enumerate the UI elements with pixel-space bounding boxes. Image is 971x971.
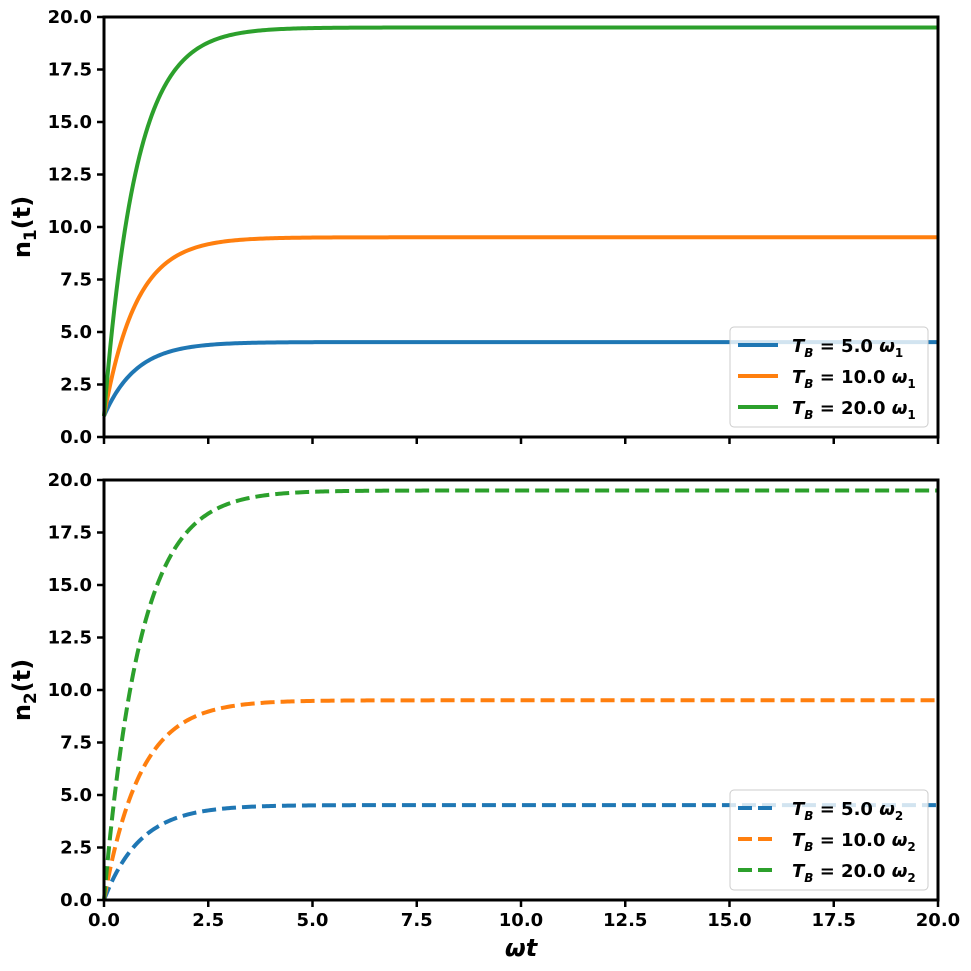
series-line-2 — [102, 698, 938, 901]
x-tick-label: 5.0 — [297, 910, 329, 931]
legend-label-3: TB = 20.0 ω1 — [792, 398, 916, 422]
series-line-1 — [102, 803, 938, 901]
x-axis-label: ωt — [505, 934, 539, 962]
y-tick-label: 20.0 — [48, 7, 92, 28]
y-tick-label: 2.5 — [60, 375, 92, 396]
y-tick-label: 0.0 — [60, 427, 92, 448]
series-line-3 — [102, 25, 938, 417]
y-tick-label: 15.0 — [48, 575, 92, 596]
x-tick-label: 15.0 — [707, 910, 751, 931]
x-tick-label: 20.0 — [916, 910, 960, 931]
y-tick-label: 17.5 — [48, 60, 92, 81]
y-axis-label: n1(t) — [8, 196, 41, 258]
x-tick-label: 10.0 — [499, 910, 543, 931]
legend: TB = 5.0 ω2 TB = 10.0 ω2 TB = 20.0 ω2 — [729, 789, 929, 891]
y-tick-label: 17.5 — [48, 523, 92, 544]
legend-label-1: TB = 5.0 ω2 — [792, 799, 903, 823]
x-tick-label: 7.5 — [401, 910, 433, 931]
x-tick-label: 17.5 — [812, 910, 856, 931]
y-tick-label: 0.0 — [60, 890, 92, 911]
legend-label-2: TB = 10.0 ω2 — [792, 830, 916, 854]
x-tick-label: 2.5 — [192, 910, 224, 931]
y-tick-label: 7.5 — [60, 270, 92, 291]
y-axis-label: n2(t) — [8, 659, 41, 721]
x-tick-label: 12.5 — [603, 910, 647, 931]
legend: TB = 5.0 ω1 TB = 10.0 ω1 TB = 20.0 ω1 — [729, 326, 929, 428]
y-tick-label: 15.0 — [48, 112, 92, 133]
x-tick-label: 0.0 — [88, 910, 120, 931]
y-tick-label: 10.0 — [48, 680, 92, 701]
y-tick-label: 7.5 — [60, 733, 92, 754]
series-line-3 — [102, 488, 938, 901]
legend-label-1: TB = 5.0 ω1 — [792, 336, 903, 360]
y-tick-label: 2.5 — [60, 838, 92, 859]
y-tick-label: 5.0 — [60, 322, 92, 343]
panel-2: 0.0 2.5 5.0 7.5 10.0 12.5 15.0 17.5 20.0 0.0 2.5 5.… — [8, 470, 960, 962]
legend-box — [729, 789, 929, 891]
series-line-2 — [102, 235, 938, 417]
y-tick-label: 20.0 — [48, 470, 92, 491]
legend-label-3: TB = 20.0 ω2 — [792, 861, 916, 885]
y-tick-label: 12.5 — [48, 165, 92, 186]
y-tick-label: 10.0 — [48, 217, 92, 238]
legend-box — [729, 326, 929, 428]
panel-1: 0.0 2.5 5.0 7.5 10.0 12.5 15.0 17.5 20.0 n1(t) TB … — [8, 7, 940, 448]
legend-label-2: TB = 10.0 ω1 — [792, 367, 916, 391]
y-tick-label: 5.0 — [60, 785, 92, 806]
y-tick-label: 12.5 — [48, 628, 92, 649]
